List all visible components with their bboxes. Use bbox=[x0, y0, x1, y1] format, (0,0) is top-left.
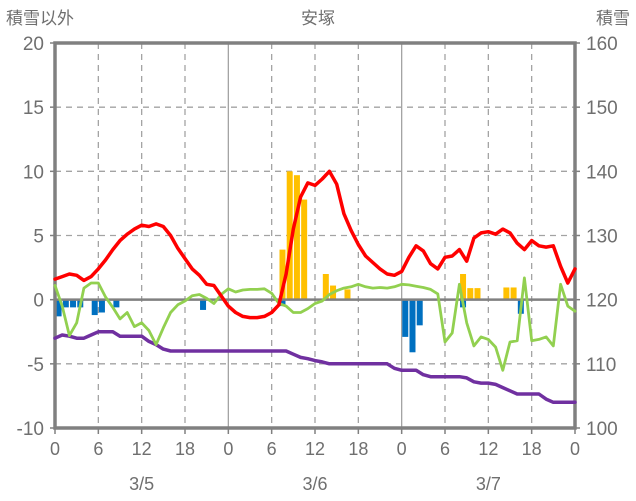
hour-label: 18 bbox=[522, 439, 542, 459]
blue-bar bbox=[62, 299, 69, 308]
date-label: 3/7 bbox=[476, 474, 501, 494]
green-line bbox=[53, 276, 577, 372]
hour-label: 6 bbox=[440, 439, 450, 459]
hour-label: 0 bbox=[397, 439, 407, 459]
orange-bar bbox=[293, 175, 300, 300]
left-axis-label: 0 bbox=[33, 291, 44, 312]
orange-bar bbox=[467, 288, 474, 300]
hour-label: 12 bbox=[478, 439, 498, 459]
orange-bar bbox=[510, 287, 517, 300]
left-axis-label: 5 bbox=[33, 227, 44, 248]
right-axis-label: 140 bbox=[586, 162, 618, 183]
date-label: 3/6 bbox=[302, 474, 327, 494]
left-axis-label: -10 bbox=[17, 419, 44, 440]
right-axis-title: 積雪 bbox=[596, 9, 630, 28]
blue-bar bbox=[113, 299, 120, 308]
right-axis-label: 160 bbox=[586, 34, 618, 55]
orange-bar bbox=[503, 287, 510, 300]
right-axis-label: 100 bbox=[586, 419, 618, 440]
red-line bbox=[53, 169, 577, 320]
blue-bar bbox=[91, 299, 98, 316]
orange-bar bbox=[301, 199, 308, 300]
orange-bar bbox=[286, 171, 293, 300]
left-axis-label: -5 bbox=[27, 355, 44, 376]
right-axis-label: 130 bbox=[586, 227, 618, 248]
blue-bar bbox=[279, 299, 286, 307]
hour-label: 18 bbox=[175, 439, 195, 459]
blue-bar bbox=[98, 299, 105, 313]
chart-title: 安塚 bbox=[301, 9, 335, 28]
blue-bar bbox=[402, 299, 409, 337]
hour-label: 0 bbox=[223, 439, 233, 459]
purple-line bbox=[53, 330, 577, 405]
right-axis-label: 110 bbox=[586, 355, 616, 376]
left-axis-label: 15 bbox=[23, 98, 44, 119]
hour-label: 0 bbox=[570, 439, 580, 459]
hour-label: 12 bbox=[132, 439, 152, 459]
orange-bar bbox=[474, 288, 481, 300]
blue-bar bbox=[416, 299, 423, 326]
date-label: 3/5 bbox=[129, 474, 154, 494]
orange-bar bbox=[322, 274, 329, 300]
hour-label: 6 bbox=[267, 439, 277, 459]
right-axis-label: 150 bbox=[586, 98, 618, 119]
blue-bar bbox=[55, 299, 62, 317]
hour-label: 0 bbox=[50, 439, 60, 459]
left-axis-title: 積雪以外 bbox=[6, 9, 74, 28]
hour-label: 12 bbox=[305, 439, 325, 459]
left-axis-label: 20 bbox=[23, 34, 44, 55]
hour-label: 18 bbox=[348, 439, 368, 459]
right-axis-label: 120 bbox=[586, 291, 618, 312]
blue-bar bbox=[200, 299, 207, 310]
hour-label: 6 bbox=[93, 439, 103, 459]
plot-frame bbox=[53, 41, 577, 430]
orange-bar bbox=[460, 274, 467, 300]
blue-bar bbox=[409, 299, 416, 353]
blue-bar bbox=[70, 299, 77, 308]
orange-bar bbox=[279, 249, 286, 300]
orange-bar bbox=[344, 289, 351, 300]
left-axis-label: 10 bbox=[23, 162, 44, 183]
